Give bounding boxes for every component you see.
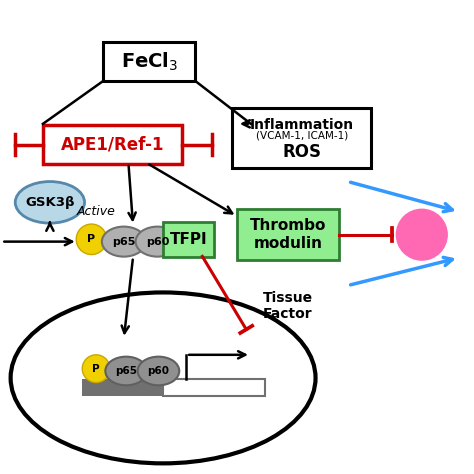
Ellipse shape xyxy=(137,356,179,385)
FancyBboxPatch shape xyxy=(163,379,264,396)
Ellipse shape xyxy=(10,292,316,464)
Text: GSK3β: GSK3β xyxy=(25,196,74,209)
FancyBboxPatch shape xyxy=(163,222,214,256)
Text: Tissue
Factor: Tissue Factor xyxy=(263,291,313,321)
FancyBboxPatch shape xyxy=(103,42,195,81)
Text: TFPI: TFPI xyxy=(170,232,207,247)
Ellipse shape xyxy=(105,356,147,385)
Text: p65: p65 xyxy=(115,366,137,376)
Text: P: P xyxy=(87,234,96,244)
Text: P: P xyxy=(92,364,100,374)
FancyBboxPatch shape xyxy=(237,210,338,260)
Text: Inflammation: Inflammation xyxy=(250,118,354,132)
Ellipse shape xyxy=(136,227,180,256)
Ellipse shape xyxy=(15,182,84,223)
Text: (VCAM-1, ICAM-1): (VCAM-1, ICAM-1) xyxy=(255,130,348,140)
Text: Thrombo
modulin: Thrombo modulin xyxy=(250,219,326,251)
Text: p65: p65 xyxy=(112,237,136,246)
Text: FeCl$_3$: FeCl$_3$ xyxy=(120,50,178,73)
Text: APE1/Ref-1: APE1/Ref-1 xyxy=(61,136,164,154)
Text: ROS: ROS xyxy=(282,143,321,161)
Circle shape xyxy=(76,224,107,255)
FancyBboxPatch shape xyxy=(43,125,182,164)
Circle shape xyxy=(396,210,447,260)
Text: p60: p60 xyxy=(146,237,169,246)
FancyBboxPatch shape xyxy=(232,108,371,168)
Text: Active: Active xyxy=(77,205,116,218)
Text: p60: p60 xyxy=(147,366,170,376)
Circle shape xyxy=(82,355,110,383)
Ellipse shape xyxy=(102,227,146,256)
FancyBboxPatch shape xyxy=(82,379,163,396)
